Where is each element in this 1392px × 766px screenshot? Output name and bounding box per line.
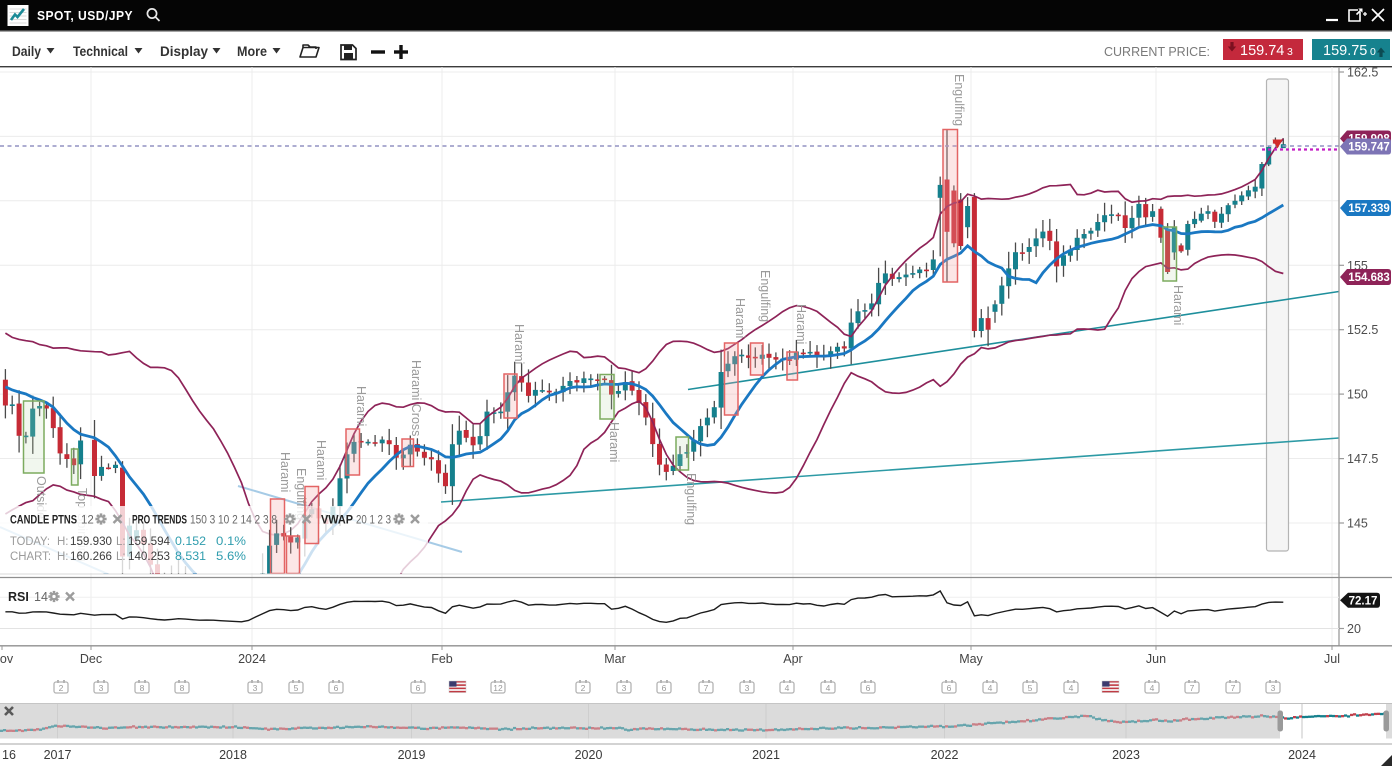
svg-text:Dec: Dec xyxy=(80,652,102,666)
svg-text:Harami: Harami xyxy=(607,422,621,462)
svg-text:Harami: Harami xyxy=(794,304,808,344)
svg-text:Mar: Mar xyxy=(604,652,626,666)
svg-text:2024: 2024 xyxy=(238,652,266,666)
svg-text:147.5: 147.5 xyxy=(1347,452,1378,466)
svg-text:20 1 2 3: 20 1 2 3 xyxy=(356,515,391,527)
svg-text:2023: 2023 xyxy=(1112,748,1140,762)
svg-text:Apr: Apr xyxy=(783,652,802,666)
svg-text:Daily: Daily xyxy=(12,44,41,59)
svg-text:152.5: 152.5 xyxy=(1347,323,1378,337)
svg-text:7: 7 xyxy=(1190,683,1195,693)
svg-text:2: 2 xyxy=(581,683,586,693)
svg-text:3: 3 xyxy=(622,683,627,693)
svg-text:3: 3 xyxy=(745,683,750,693)
svg-text:Display: Display xyxy=(160,44,208,59)
svg-text:8: 8 xyxy=(180,683,185,693)
svg-text:6: 6 xyxy=(662,683,667,693)
svg-text:4: 4 xyxy=(1069,683,1074,693)
svg-text:Engulfing: Engulfing xyxy=(758,270,772,322)
svg-text:7: 7 xyxy=(704,683,709,693)
svg-text:CURRENT PRICE:: CURRENT PRICE: xyxy=(1104,45,1210,59)
svg-text:CANDLE PTNS: CANDLE PTNS xyxy=(10,515,77,527)
svg-text:0.152: 0.152 xyxy=(175,536,206,548)
svg-text:Jul: Jul xyxy=(1324,652,1340,666)
svg-text:0: 0 xyxy=(1370,46,1376,58)
svg-text:2024: 2024 xyxy=(1288,748,1316,762)
svg-text:H:: H: xyxy=(57,536,69,548)
svg-text:159.75: 159.75 xyxy=(1323,43,1367,59)
svg-text:3: 3 xyxy=(1287,46,1293,58)
svg-text:4: 4 xyxy=(826,683,831,693)
svg-text:8.531: 8.531 xyxy=(175,551,206,563)
svg-text:160.266: 160.266 xyxy=(70,551,112,563)
svg-text:2019: 2019 xyxy=(398,748,426,762)
svg-text:154.683: 154.683 xyxy=(1348,272,1390,284)
svg-text:Top: Top xyxy=(75,488,89,508)
svg-text:159.594: 159.594 xyxy=(128,536,171,548)
svg-text:CHART:: CHART: xyxy=(10,551,51,563)
svg-text:SPOT, USD/JPY: SPOT, USD/JPY xyxy=(37,8,133,23)
svg-text:Harami: Harami xyxy=(314,440,328,480)
svg-text:150: 150 xyxy=(1347,388,1368,402)
svg-text:3: 3 xyxy=(253,683,258,693)
svg-text:12: 12 xyxy=(81,515,94,527)
svg-text:May: May xyxy=(959,652,983,666)
svg-text:Engulfing: Engulfing xyxy=(684,473,698,525)
svg-text:159.930: 159.930 xyxy=(70,536,112,548)
svg-text:6: 6 xyxy=(947,683,952,693)
svg-text:72.17: 72.17 xyxy=(1349,595,1378,607)
svg-text:145: 145 xyxy=(1347,517,1368,531)
svg-text:14: 14 xyxy=(34,590,48,604)
svg-text:2021: 2021 xyxy=(752,748,780,762)
svg-text:Harami: Harami xyxy=(354,386,368,426)
svg-text:4: 4 xyxy=(988,683,993,693)
svg-text:5: 5 xyxy=(1028,683,1033,693)
svg-text:6: 6 xyxy=(416,683,421,693)
svg-text:6: 6 xyxy=(866,683,871,693)
svg-text:0.1%: 0.1% xyxy=(216,536,246,548)
svg-text:4: 4 xyxy=(1150,683,1155,693)
svg-text:Jun: Jun xyxy=(1146,652,1166,666)
svg-text:Harami: Harami xyxy=(733,298,747,338)
svg-text:Harami: Harami xyxy=(512,324,526,364)
svg-text:16: 16 xyxy=(2,748,16,762)
svg-text:6: 6 xyxy=(334,683,339,693)
svg-text:3: 3 xyxy=(1271,683,1276,693)
svg-text:162.5: 162.5 xyxy=(1347,66,1378,80)
svg-text:L:: L: xyxy=(116,551,126,563)
svg-text:RSI: RSI xyxy=(8,590,29,604)
svg-text:2022: 2022 xyxy=(931,748,959,762)
svg-text:Harami Cross: Harami Cross xyxy=(409,360,423,436)
svg-text:Technical: Technical xyxy=(73,44,128,59)
svg-text:3: 3 xyxy=(99,683,104,693)
svg-text:2018: 2018 xyxy=(219,748,247,762)
svg-text:150 3 10 2 14 2 3 8: 150 3 10 2 14 2 3 8 xyxy=(190,515,277,527)
svg-text:5.6%: 5.6% xyxy=(216,551,246,563)
svg-text:5: 5 xyxy=(294,683,299,693)
svg-text:Harami: Harami xyxy=(278,452,292,492)
svg-text:8: 8 xyxy=(140,683,145,693)
svg-text:12: 12 xyxy=(493,683,503,693)
svg-text:7: 7 xyxy=(1231,683,1236,693)
svg-text:More: More xyxy=(237,44,267,59)
svg-text:4: 4 xyxy=(785,683,790,693)
svg-text:140.253: 140.253 xyxy=(128,551,170,563)
svg-text:H:: H: xyxy=(57,551,69,563)
svg-text:2020: 2020 xyxy=(575,748,603,762)
svg-text:157.339: 157.339 xyxy=(1348,203,1390,215)
svg-text:20: 20 xyxy=(1347,622,1361,636)
svg-text:Harami: Harami xyxy=(1171,285,1185,325)
svg-text:Engulfing: Engulfing xyxy=(952,74,966,126)
svg-text:159.74: 159.74 xyxy=(1240,43,1284,59)
svg-text:TODAY:: TODAY: xyxy=(10,536,50,548)
svg-text:PRO TRENDS: PRO TRENDS xyxy=(132,515,187,527)
svg-text:Feb: Feb xyxy=(431,652,453,666)
svg-text:Nov: Nov xyxy=(0,652,14,666)
svg-text:2: 2 xyxy=(59,683,64,693)
svg-text:VWAP: VWAP xyxy=(321,515,353,527)
svg-text:2017: 2017 xyxy=(44,748,72,762)
svg-text:159.747: 159.747 xyxy=(1348,142,1390,154)
svg-text:L:: L: xyxy=(116,536,126,548)
